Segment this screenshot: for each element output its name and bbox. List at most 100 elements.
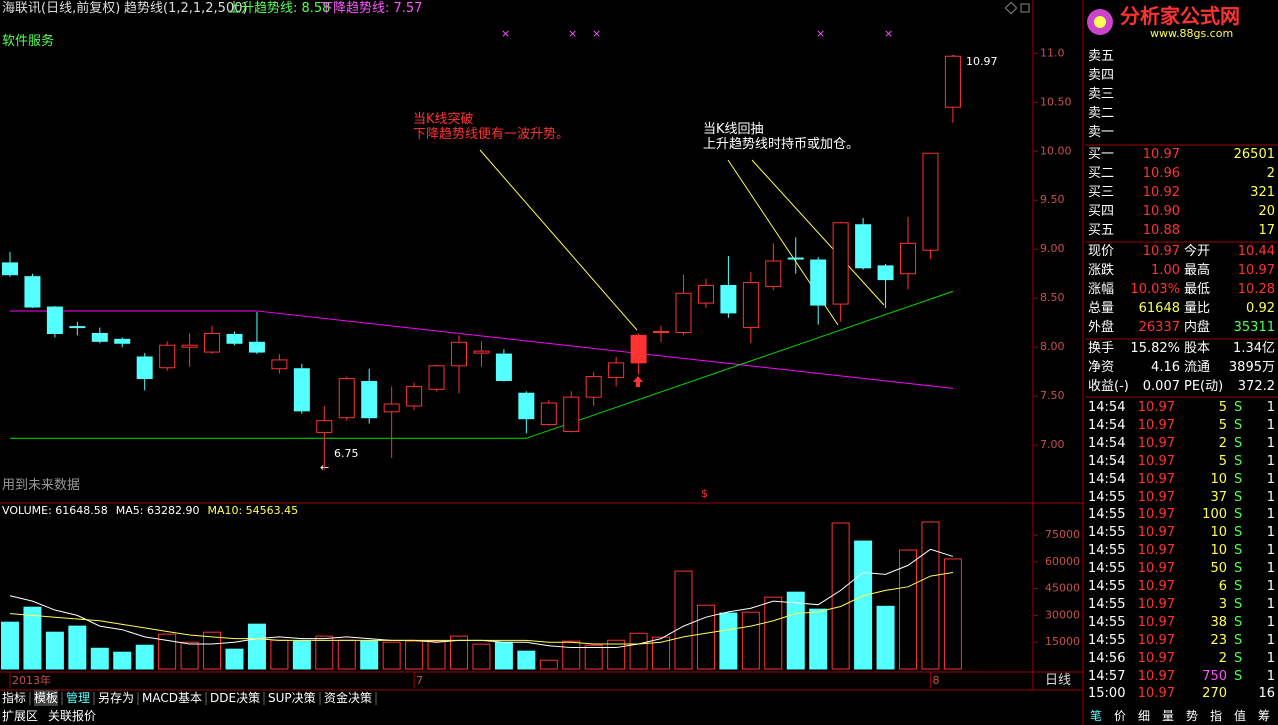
- volume-bar: [472, 643, 491, 670]
- side-tab[interactable]: 价: [1114, 709, 1127, 723]
- side-tab[interactable]: 细: [1138, 709, 1151, 723]
- trade-side: S: [1234, 596, 1243, 612]
- volume-bar: [854, 540, 873, 670]
- trade-volume: 750: [1202, 668, 1227, 684]
- buy-price: 10.92: [1142, 185, 1180, 200]
- buy-volume: 321: [1250, 185, 1275, 200]
- tab[interactable]: SUP决策: [268, 691, 316, 705]
- buy-price: 10.90: [1142, 204, 1180, 219]
- trade-time: 14:55: [1088, 489, 1126, 505]
- volume-bar: [427, 640, 446, 670]
- side-tab[interactable]: 指: [1210, 709, 1223, 723]
- stat-value: 372.2: [1237, 379, 1275, 394]
- volume-bar: [113, 651, 132, 670]
- candle-body: [765, 260, 782, 287]
- volume-bar: [68, 625, 87, 670]
- y-tick-label: 8.50: [1040, 291, 1065, 304]
- low-label: 6.75: [334, 447, 359, 460]
- trade-price: 10.97: [1137, 668, 1175, 684]
- sector: 软件服务: [2, 34, 55, 49]
- annotation: 当K线突破: [413, 112, 474, 127]
- volume-bar: [921, 521, 940, 670]
- candle-body: [181, 344, 198, 348]
- tab[interactable]: 另存为: [98, 691, 135, 705]
- tab[interactable]: 关联报价: [48, 709, 97, 723]
- trade-volume: 10: [1210, 525, 1227, 541]
- trade-time: 14:54: [1088, 400, 1126, 415]
- volume-bar: [158, 633, 177, 670]
- trade-side: S: [1234, 579, 1243, 594]
- candle-body: [159, 344, 176, 369]
- svg-text:×: ×: [568, 27, 577, 40]
- legend-entry: VOLUME: 61648.58: [2, 504, 108, 517]
- volume-bar: [382, 641, 401, 670]
- trade-time: 15:00: [1088, 686, 1126, 702]
- volume-bar: [247, 623, 266, 670]
- trade-side: S: [1234, 417, 1243, 433]
- tab[interactable]: 指标: [2, 691, 27, 705]
- buy-price: 10.97: [1142, 147, 1180, 162]
- trade-count: 1: [1266, 435, 1275, 451]
- annotation-arrow: [751, 159, 885, 306]
- trade-count: 1: [1266, 561, 1275, 577]
- buy-label: 买二: [1088, 166, 1115, 181]
- candle-body: [944, 55, 961, 108]
- trade-side: S: [1234, 400, 1243, 415]
- logo-url: www.88gs.com: [1150, 27, 1234, 40]
- trade-side: S: [1234, 471, 1243, 487]
- side-tab[interactable]: 笔: [1090, 709, 1103, 723]
- trade-time: 14:54: [1088, 435, 1126, 451]
- stat-value: 35311: [1233, 320, 1275, 335]
- stat-value: 1.34亿: [1233, 341, 1275, 356]
- candle-body: [136, 356, 153, 380]
- volume-ma-line: [9, 572, 953, 645]
- side-tab[interactable]: 势: [1186, 709, 1199, 723]
- tab[interactable]: 资金决策: [324, 691, 373, 705]
- trade-volume: 23: [1210, 632, 1227, 648]
- tab[interactable]: MACD基本: [142, 691, 202, 705]
- candle-body: [922, 152, 939, 251]
- side-tab[interactable]: 值: [1234, 709, 1247, 723]
- candle-body: [338, 378, 355, 419]
- period: 日线: [1045, 673, 1072, 688]
- candle-body: [428, 365, 445, 390]
- volume-bar: [180, 641, 199, 670]
- window-icon[interactable]: [1004, 1, 1018, 15]
- candle-body: [742, 282, 759, 329]
- tab[interactable]: 管理: [66, 691, 91, 705]
- y-tick-label: 9.50: [1040, 193, 1065, 206]
- trade-count: 16: [1258, 686, 1275, 702]
- trade-time: 14:54: [1088, 453, 1126, 469]
- tab[interactable]: DDE决策: [210, 691, 261, 705]
- volume-bar: [786, 591, 805, 670]
- stat-label: 股本: [1184, 341, 1211, 356]
- stat-label: 最低: [1184, 282, 1211, 297]
- logo-icon: [1094, 16, 1106, 28]
- candle-body: [518, 392, 535, 420]
- candle-body: [697, 284, 714, 304]
- window-icon[interactable]: [1020, 3, 1030, 13]
- side-tab[interactable]: 量: [1162, 709, 1175, 723]
- buy-price: 10.88: [1142, 223, 1180, 238]
- sell-label: 卖二: [1088, 106, 1115, 121]
- candle-body: [271, 359, 288, 370]
- annotation: 下降趋势线便有一波升势。: [413, 127, 570, 142]
- buy-label: 买一: [1088, 147, 1115, 162]
- trade-time: 14:55: [1088, 525, 1126, 541]
- volume-bar: [90, 647, 109, 670]
- tab[interactable]: 模板: [34, 690, 59, 706]
- candle-body: [585, 376, 602, 398]
- side-tab[interactable]: 筹: [1258, 709, 1271, 723]
- tab[interactable]: 扩展区: [2, 709, 39, 723]
- indicator-name: 趋势线(1,2,1,2,500): [124, 1, 248, 16]
- candle-body: [563, 396, 580, 432]
- stat-value: 10.97: [1142, 244, 1180, 259]
- trade-volume: 5: [1218, 453, 1227, 469]
- trade-time: 14:57: [1088, 668, 1126, 684]
- signal-markers: × × × × ×: [501, 27, 893, 40]
- candle-body: [293, 368, 310, 412]
- trade-count: 1: [1266, 417, 1275, 433]
- stat-value: 0.92: [1246, 301, 1275, 316]
- trade-side: S: [1234, 525, 1243, 541]
